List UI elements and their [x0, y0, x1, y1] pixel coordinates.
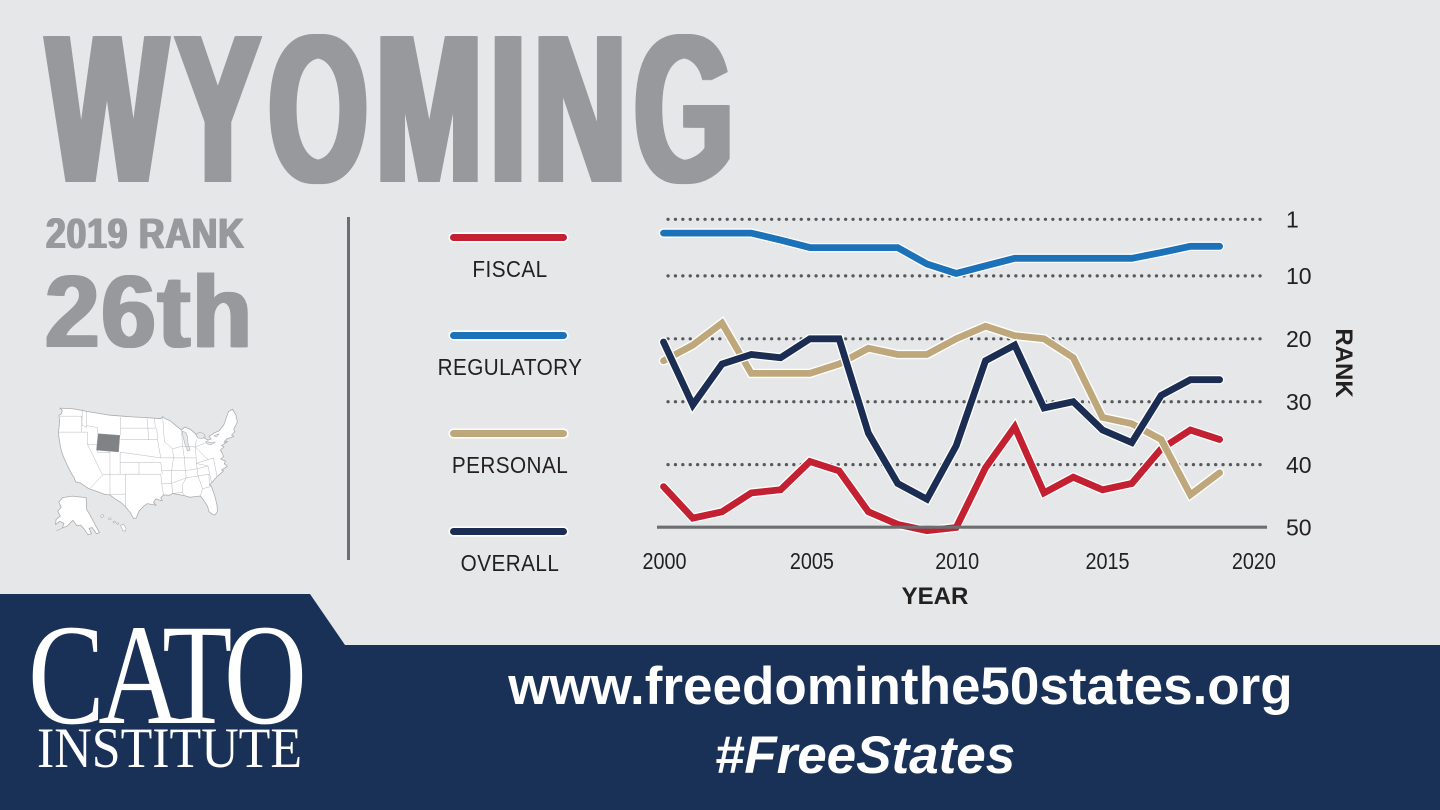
svg-text:YEAR: YEAR — [902, 583, 969, 610]
svg-text:2010: 2010 — [935, 548, 979, 574]
svg-text:30: 30 — [1286, 389, 1312, 415]
svg-text:2020: 2020 — [1232, 548, 1276, 574]
svg-text:20: 20 — [1286, 326, 1312, 352]
svg-text:40: 40 — [1286, 452, 1312, 478]
svg-text:RANK: RANK — [1330, 328, 1357, 398]
svg-text:1: 1 — [1286, 207, 1299, 233]
svg-text:10: 10 — [1286, 263, 1312, 289]
svg-text:2005: 2005 — [790, 548, 834, 574]
svg-text:2015: 2015 — [1086, 548, 1130, 574]
svg-text:2000: 2000 — [643, 548, 687, 574]
svg-text:50: 50 — [1286, 514, 1312, 540]
